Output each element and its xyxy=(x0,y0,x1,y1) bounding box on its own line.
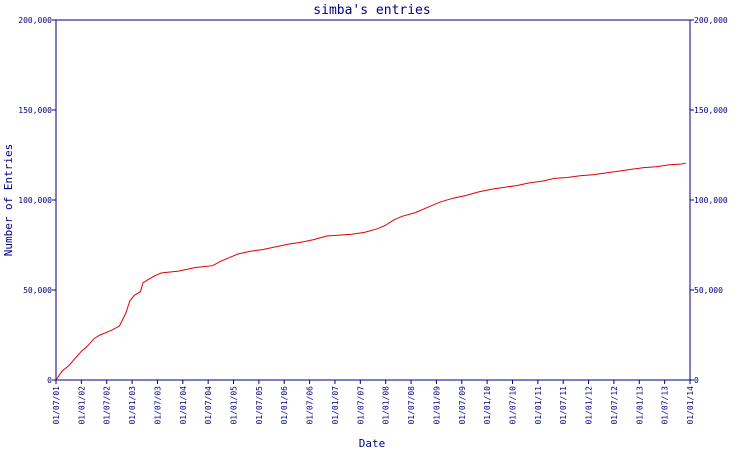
x-tick-label: 01/07/09 xyxy=(458,386,467,425)
x-tick-label: 01/07/04 xyxy=(204,386,213,425)
y-tick-label-left: 200,000 xyxy=(18,16,52,25)
series-line xyxy=(55,162,686,381)
x-tick-label: 01/07/11 xyxy=(559,386,568,425)
x-tick-label: 01/07/12 xyxy=(610,386,619,425)
y-tick-label-right: 150,000 xyxy=(694,106,728,115)
x-tick-label: 01/01/10 xyxy=(483,386,492,425)
x-tick-label: 01/07/06 xyxy=(306,386,315,425)
x-tick-label: 01/01/11 xyxy=(534,386,543,425)
x-tick-label: 01/01/05 xyxy=(230,386,239,425)
left-y-ticks: 0 50,000 100,000 150,000 200,000 xyxy=(18,16,56,385)
x-tick-label: 01/01/12 xyxy=(585,386,594,425)
x-tick-label: 01/01/04 xyxy=(179,386,188,425)
y-tick-label-right: 200,000 xyxy=(694,16,728,25)
x-tick-label: 01/07/10 xyxy=(508,386,517,425)
y-axis-label: Number of Entries xyxy=(2,144,15,257)
series-group xyxy=(55,162,686,381)
x-tick-label: 01/07/01 xyxy=(52,386,61,425)
y-tick-label-right: 50,000 xyxy=(694,286,723,295)
y-tick-label-left: 50,000 xyxy=(23,286,52,295)
x-tick-label: 01/07/05 xyxy=(255,386,264,425)
y-tick-label-right: 0 xyxy=(694,376,699,385)
x-tick-label: 01/01/03 xyxy=(128,386,137,425)
x-ticks: 01/07/01 01/01/02 01/07/02 01/01/03 01/07/03… xyxy=(52,380,695,425)
y-tick-label-left: 100,000 xyxy=(18,196,52,205)
chart-title: simba's entries xyxy=(313,3,430,18)
x-tick-label: 01/07/13 xyxy=(661,386,670,425)
right-y-ticks: 0 50,000 100,000 150,000 200,000 xyxy=(690,16,728,385)
x-tick-label: 01/07/02 xyxy=(103,386,112,425)
x-tick-label: 01/01/13 xyxy=(635,386,644,425)
x-axis-label: Date xyxy=(359,437,386,450)
x-tick-label: 01/01/06 xyxy=(280,386,289,425)
plot-frame xyxy=(55,19,691,381)
x-tick-label: 01/01/14 xyxy=(686,386,695,425)
x-tick-label: 01/07/07 xyxy=(356,386,365,425)
x-tick-label: 01/01/08 xyxy=(382,386,391,425)
y-tick-label-right: 100,000 xyxy=(694,196,728,205)
y-tick-label-left: 150,000 xyxy=(18,106,52,115)
x-tick-label: 01/01/07 xyxy=(331,386,340,425)
x-tick-label: 01/01/02 xyxy=(77,386,86,425)
x-tick-label: 01/07/08 xyxy=(407,386,416,425)
x-tick-label: 01/01/09 xyxy=(432,386,441,425)
y-tick-label-left: 0 xyxy=(47,376,52,385)
x-tick-label: 01/07/03 xyxy=(153,386,162,425)
